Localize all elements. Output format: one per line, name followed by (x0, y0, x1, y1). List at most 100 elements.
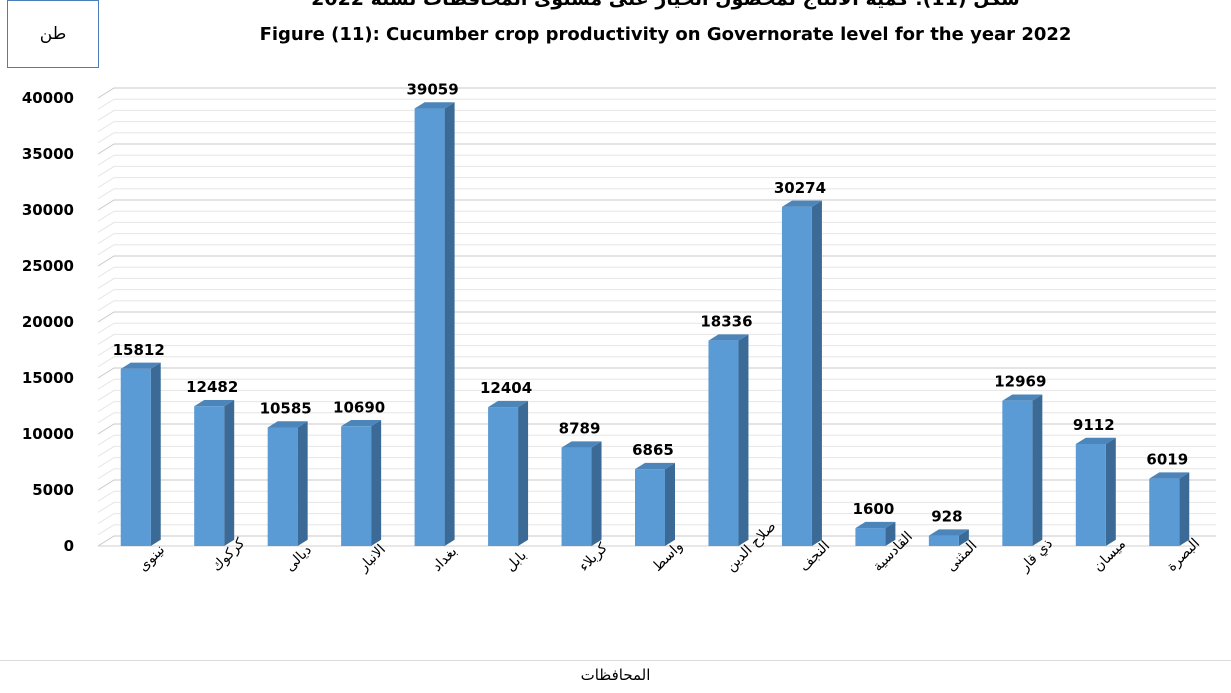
y-tick-label: 40000 (22, 89, 74, 107)
bar (1075, 437, 1116, 546)
bar-top (488, 400, 529, 408)
bar-front (341, 426, 372, 546)
bar-top (561, 441, 602, 448)
gridline-minor (97, 513, 1216, 525)
gridline-minor (97, 333, 1216, 345)
bar-front (194, 406, 225, 546)
gridline-minor (97, 98, 1216, 110)
gridlines (97, 87, 1216, 547)
bar-front (488, 407, 519, 546)
x-tick-label: الانبار (355, 542, 389, 576)
data-label: 10585 (260, 399, 312, 417)
data-label: 9112 (1073, 416, 1115, 434)
y-tick-label: 25000 (22, 257, 74, 275)
data-label: 12969 (994, 373, 1046, 391)
bar-front (635, 469, 665, 546)
data-label: 10690 (333, 398, 385, 416)
gridline-minor (97, 389, 1216, 401)
y-tick-label: 0 (64, 537, 74, 555)
bar-front (928, 535, 959, 546)
gridline-minor (97, 266, 1216, 278)
data-label: 18336 (700, 313, 752, 331)
bar (561, 441, 602, 546)
data-label: 15812 (113, 341, 165, 359)
gridline-major (97, 367, 1216, 379)
bar (635, 462, 675, 546)
divider-line (0, 660, 1231, 661)
bar-side (1105, 437, 1116, 546)
gridline-minor (97, 154, 1216, 166)
bar-side (224, 399, 235, 546)
gridline-minor (97, 445, 1216, 457)
bar-front (414, 108, 445, 547)
bar (267, 421, 308, 546)
y-axis-ticks: 0 5000 10000 15000 20000 25000 30000 35000 40000 (22, 89, 74, 555)
bar-side (1179, 472, 1190, 546)
gridline-minor (97, 188, 1216, 200)
bar (414, 102, 455, 547)
chart-subtitle: Figure (11): Cucumber crop productivity … (259, 24, 1072, 45)
x-tick-label: بغداد (429, 544, 460, 575)
data-label: 1600 (853, 500, 895, 518)
gridline-minor (97, 121, 1216, 133)
bar-side (958, 529, 969, 546)
x-axis-label: المحافظات (580, 666, 651, 684)
bar (488, 400, 529, 546)
bar (928, 529, 969, 546)
bar-top (708, 334, 749, 341)
gridline-minor (97, 356, 1216, 368)
gridline-minor (97, 132, 1216, 144)
data-label: 12404 (480, 379, 532, 397)
gridline-minor (97, 244, 1216, 256)
bar-top (120, 362, 161, 369)
bar-top (414, 102, 455, 109)
bar (194, 399, 235, 546)
bar-side (1032, 394, 1043, 546)
x-tick-label: بابل (503, 547, 530, 574)
gridline-minor (97, 277, 1216, 289)
gridline-minor (97, 289, 1216, 301)
data-label: 928 (931, 508, 962, 526)
gridline-minor (97, 210, 1216, 222)
unit-label-box: طن (7, 0, 99, 68)
data-label: 6019 (1146, 451, 1188, 469)
bar-front (1002, 400, 1033, 546)
chart-title: شكل (11): كمية الانتاج لمحصول الخيار على… (100, 0, 1231, 10)
gridline-major (97, 199, 1216, 211)
gridline-major (97, 255, 1216, 267)
bar-front (708, 340, 739, 546)
data-label: 6865 (632, 441, 674, 459)
bar-top (1149, 472, 1190, 479)
bar-top (781, 200, 822, 207)
bar-side (591, 441, 602, 546)
gridline-major (97, 423, 1216, 435)
gridline-minor (97, 401, 1216, 413)
data-labels: 15812 12482 10585 10690 39059 12404 8789 6865 18… (113, 81, 1189, 526)
gridline-major (97, 479, 1216, 491)
bars (120, 102, 1190, 547)
y-tick-label: 5000 (32, 481, 74, 499)
gridline-minor (97, 524, 1216, 536)
bar-top (855, 521, 896, 529)
bar-front (781, 206, 812, 546)
bar-front (120, 368, 151, 546)
gridline-minor (97, 457, 1216, 469)
bar-top (928, 529, 969, 536)
unit-label: طن (39, 24, 67, 44)
x-tick-label: نينوى (135, 542, 168, 575)
gridline-minor (97, 322, 1216, 334)
gridline-minor (97, 300, 1216, 312)
gridline-minor (97, 490, 1216, 502)
bar-side (518, 400, 529, 546)
gridline-major (97, 87, 1216, 99)
bar-top (1002, 394, 1043, 401)
bar (120, 362, 161, 546)
data-label: 12482 (186, 378, 238, 396)
bar-front (561, 447, 592, 546)
bar-front (1075, 443, 1106, 546)
data-label: 8789 (559, 420, 601, 438)
gridline-major (97, 311, 1216, 323)
bar (1149, 472, 1190, 546)
bar-top (1075, 437, 1116, 444)
gridline-minor (97, 378, 1216, 390)
